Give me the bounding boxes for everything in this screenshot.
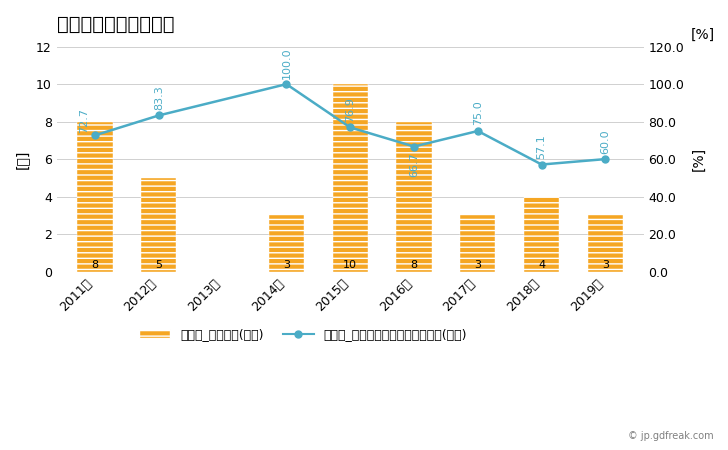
Legend: 住宅用_建築物数(左軸), 住宅用_全建築物数にしめるシェア(右軸): 住宅用_建築物数(左軸), 住宅用_全建築物数にしめるシェア(右軸) bbox=[134, 323, 472, 346]
Text: 4: 4 bbox=[538, 260, 545, 270]
Bar bbox=[460, 215, 495, 271]
Bar bbox=[333, 84, 368, 271]
Text: © jp.gdfreak.com: © jp.gdfreak.com bbox=[628, 431, 713, 441]
Text: 住宅用建築物数の推移: 住宅用建築物数の推移 bbox=[57, 15, 174, 34]
Text: 10: 10 bbox=[343, 260, 357, 270]
Text: 8: 8 bbox=[92, 260, 98, 270]
Text: 83.3: 83.3 bbox=[154, 85, 164, 110]
Text: 3: 3 bbox=[283, 260, 290, 270]
Text: 100.0: 100.0 bbox=[282, 47, 291, 79]
Text: 3: 3 bbox=[475, 260, 481, 270]
Text: 3: 3 bbox=[602, 260, 609, 270]
Y-axis label: [%]: [%] bbox=[692, 147, 705, 171]
Bar bbox=[141, 178, 176, 271]
Bar bbox=[524, 197, 559, 271]
Text: 75.0: 75.0 bbox=[472, 101, 483, 126]
Text: 8: 8 bbox=[411, 260, 418, 270]
Text: 5: 5 bbox=[155, 260, 162, 270]
Text: 57.1: 57.1 bbox=[537, 134, 547, 159]
Text: 72.7: 72.7 bbox=[79, 108, 89, 132]
Text: [%]: [%] bbox=[691, 28, 715, 42]
Y-axis label: [棟]: [棟] bbox=[15, 149, 29, 169]
Text: 60.0: 60.0 bbox=[601, 129, 611, 153]
Bar bbox=[397, 122, 432, 271]
Bar bbox=[588, 215, 623, 271]
Text: 66.7: 66.7 bbox=[409, 152, 419, 177]
Bar bbox=[269, 215, 304, 271]
Text: 76.9: 76.9 bbox=[345, 97, 355, 122]
Bar bbox=[77, 122, 113, 271]
